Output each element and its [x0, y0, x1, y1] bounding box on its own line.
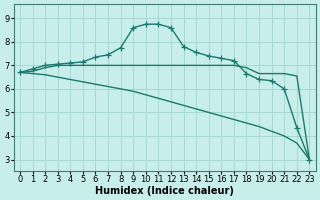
X-axis label: Humidex (Indice chaleur): Humidex (Indice chaleur) — [95, 186, 234, 196]
